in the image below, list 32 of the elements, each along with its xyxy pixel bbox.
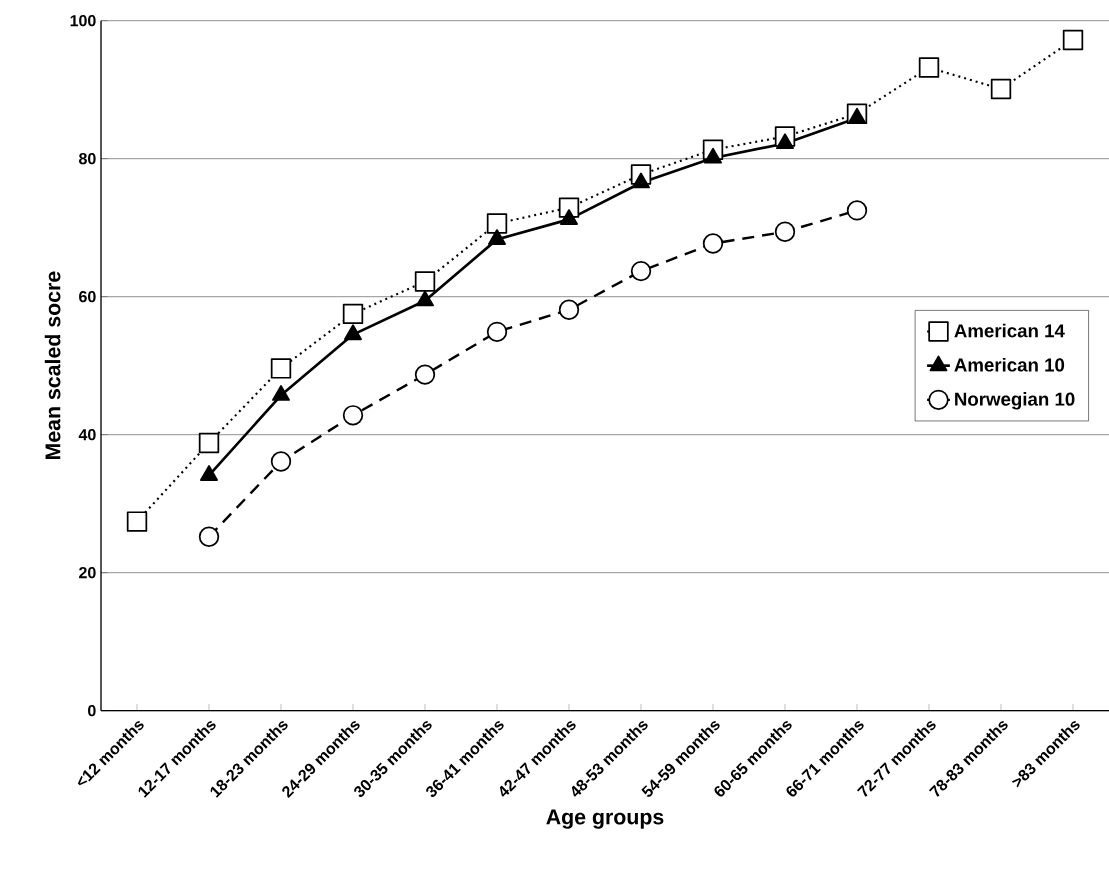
y-tick-label: 60	[79, 290, 96, 303]
legend-label: Norwegian 10	[955, 392, 1075, 410]
legend-label: American 10	[954, 357, 1065, 372]
point	[414, 271, 436, 292]
y-axis-title: Mean scaled socre	[44, 271, 61, 460]
point	[414, 364, 436, 385]
point	[486, 213, 508, 234]
point	[342, 405, 364, 426]
y-tick-label: 80	[79, 152, 96, 165]
point	[558, 299, 580, 320]
point	[846, 200, 868, 221]
point	[270, 451, 292, 472]
point	[198, 526, 220, 547]
point	[344, 324, 362, 341]
point	[198, 432, 220, 454]
point	[270, 358, 292, 379]
point	[126, 511, 148, 532]
legend-label: American 14	[954, 323, 1065, 338]
y-tick-label: 40	[78, 428, 96, 441]
point	[342, 303, 364, 325]
point	[776, 133, 794, 150]
y-tick-label: 100	[70, 14, 96, 27]
y-tick-label: 20	[79, 566, 96, 579]
point	[918, 57, 940, 78]
point	[486, 321, 508, 343]
point	[702, 233, 724, 254]
y-tick-label: 0	[88, 704, 96, 717]
point	[630, 260, 652, 282]
point	[774, 221, 796, 242]
x-axis-title: Age groups	[546, 809, 664, 829]
point	[990, 78, 1012, 100]
point	[1062, 29, 1084, 51]
